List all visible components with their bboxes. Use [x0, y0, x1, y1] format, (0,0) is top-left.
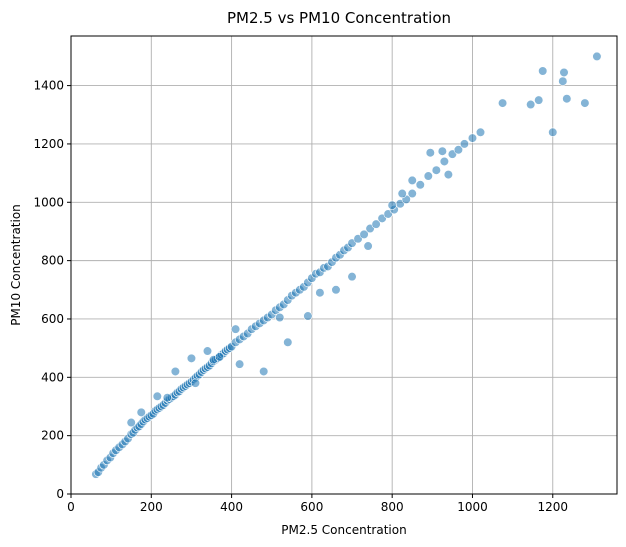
scatter-point — [407, 188, 417, 199]
scatter-point — [562, 94, 572, 104]
scatter-point — [431, 165, 441, 175]
x-tick-label: 600 — [300, 500, 323, 514]
scatter-point — [397, 188, 407, 199]
scatter-point — [231, 324, 241, 334]
scatter-point — [497, 98, 508, 108]
scatter-point — [415, 180, 425, 190]
scatter-point — [371, 219, 381, 229]
scatter-point — [453, 145, 464, 155]
y-tick-label: 1000 — [33, 195, 64, 209]
scatter-point — [475, 127, 486, 137]
scatter-point — [186, 353, 197, 363]
scatter-point — [259, 366, 269, 377]
scatter-point — [315, 288, 325, 298]
scatter-point — [283, 337, 293, 347]
y-tick-label: 800 — [41, 254, 64, 268]
scatter-point — [152, 391, 162, 401]
scatter-point — [331, 285, 341, 295]
scatter-point — [443, 169, 453, 180]
chart-title: PM2.5 vs PM10 Concentration — [227, 9, 451, 27]
scatter-point — [359, 229, 369, 239]
scatter-point — [425, 148, 435, 158]
grid — [70, 36, 617, 495]
x-tick-label: 0 — [67, 500, 75, 514]
x-axis-ticks: 0 200 400 600 800 1000 1200 — [67, 494, 568, 514]
y-axis-ticks: 0 200 400 600 800 1000 1200 1400 — [33, 79, 71, 501]
scatter-point — [467, 133, 478, 143]
x-tick-label: 800 — [381, 500, 404, 514]
x-tick-label: 400 — [220, 500, 243, 514]
scatter-point — [459, 139, 470, 149]
y-tick-label: 1400 — [33, 79, 64, 93]
scatter-point — [548, 127, 558, 137]
x-tick-label: 1200 — [537, 500, 568, 514]
scatter-point — [423, 171, 433, 181]
scatter-point — [126, 417, 136, 428]
scatter-point — [363, 241, 373, 251]
scatter-point — [162, 393, 172, 403]
scatter-point — [214, 352, 225, 362]
x-tick-label: 200 — [140, 500, 163, 514]
y-tick-label: 600 — [41, 312, 64, 326]
scatter-point — [170, 366, 180, 377]
scatter-point — [580, 98, 590, 108]
scatter-point — [275, 312, 285, 323]
y-tick-label: 400 — [41, 370, 64, 384]
scatter-point — [407, 175, 417, 186]
scatter-point — [559, 67, 569, 78]
scatter-point — [347, 272, 357, 282]
scatter-point — [190, 378, 201, 388]
scatter-point — [558, 76, 568, 86]
x-axis-label: PM2.5 Concentration — [281, 523, 406, 537]
scatter-point — [235, 359, 245, 369]
y-tick-label: 200 — [41, 429, 64, 443]
scatter-point — [439, 156, 449, 167]
scatter-point — [538, 66, 548, 76]
plot-frame — [70, 35, 618, 495]
scatter-point — [526, 99, 536, 110]
scatter-point — [387, 200, 397, 210]
scatter-point — [202, 346, 213, 356]
data-points — [91, 51, 602, 479]
scatter-point — [534, 95, 544, 105]
y-tick-label: 1200 — [33, 137, 64, 151]
x-tick-label: 1000 — [457, 500, 488, 514]
scatter-point — [592, 51, 602, 62]
scatter-point — [303, 311, 313, 321]
y-tick-label: 0 — [56, 487, 64, 501]
scatter-point — [136, 407, 146, 417]
scatter-point — [437, 146, 447, 156]
y-axis-label: PM10 Concentration — [9, 204, 23, 326]
